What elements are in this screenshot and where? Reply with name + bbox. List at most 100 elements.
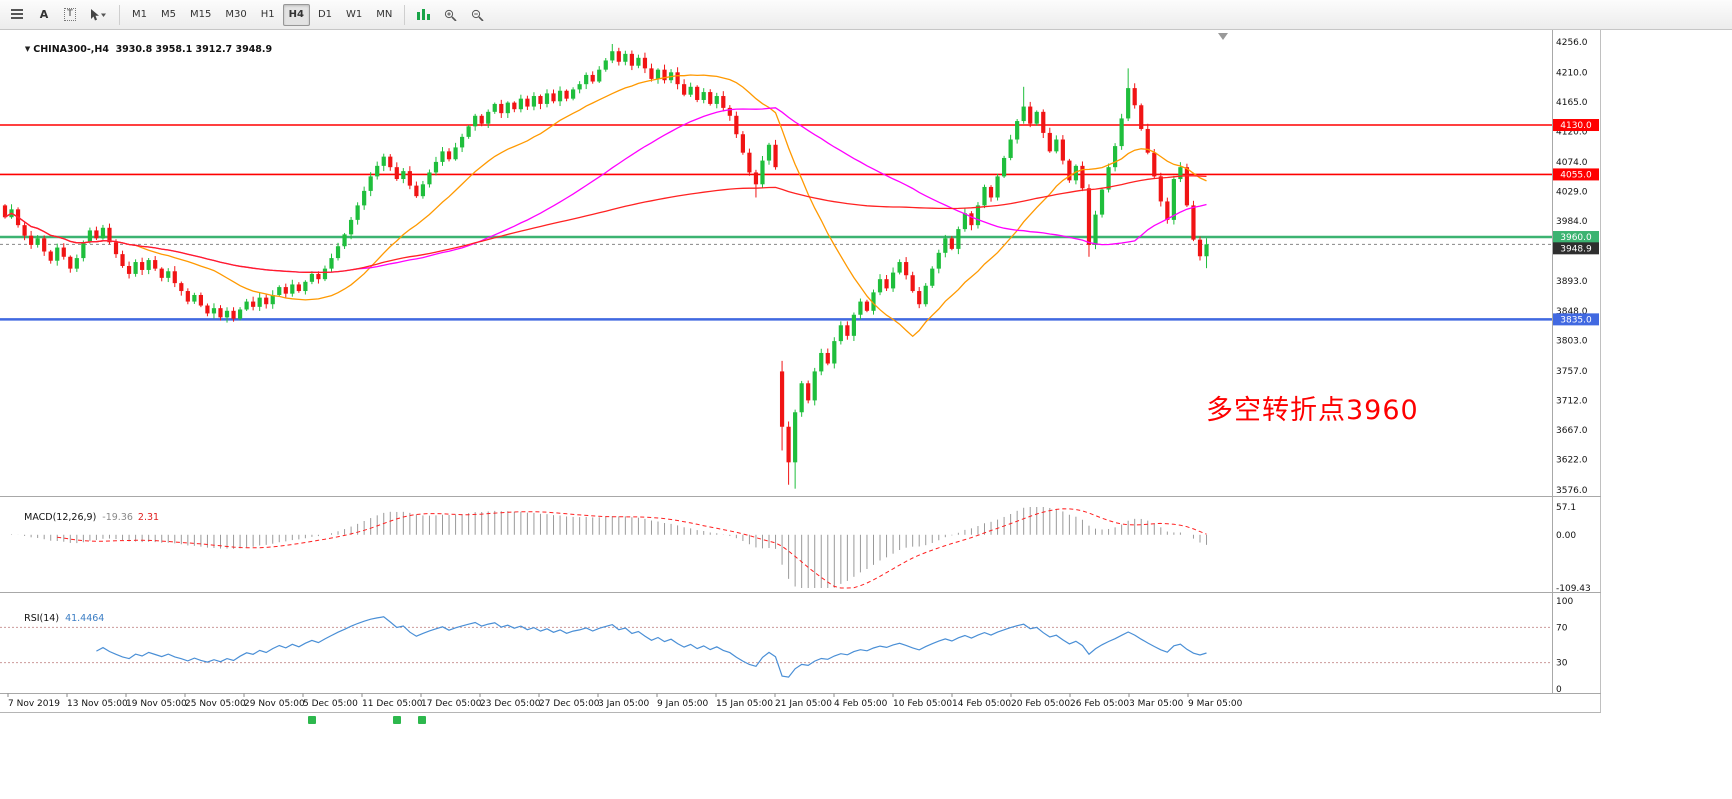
time-axis-label: 4 Feb 05:00	[834, 699, 888, 709]
price-badge[interactable]	[1553, 168, 1599, 181]
rsi-scale-label: 100	[1556, 597, 1573, 607]
candle-body	[910, 275, 915, 292]
candle-body	[655, 69, 661, 79]
time-axis-label: 11 Dec 05:00	[362, 699, 423, 709]
candle-body	[68, 256, 73, 269]
candle-body	[172, 271, 177, 284]
chart-annotation[interactable]: 多空转折点3960	[1206, 395, 1419, 426]
price-badge[interactable]	[1553, 313, 1599, 326]
cursor-tool-icon[interactable]	[84, 4, 113, 26]
candle-body	[55, 247, 60, 261]
borders-layer	[0, 30, 1601, 694]
candle-body	[753, 172, 759, 185]
timeframe-mn-button[interactable]: MN	[376, 9, 393, 20]
candle-body	[329, 258, 334, 269]
candle-body	[87, 230, 92, 243]
chart-title: ▼ CHINA300-,H4 3930.8 3958.1 3912.7 3948.…	[5, 33, 272, 66]
price-scale-label: 3848.0	[1556, 307, 1588, 317]
candle-body	[1047, 132, 1052, 152]
candle-body	[211, 308, 217, 314]
candle-body	[466, 126, 471, 137]
candle-body	[296, 284, 301, 292]
candle-body	[1139, 105, 1144, 129]
price-scale-label: 3984.0	[1556, 217, 1588, 227]
ma-fast-line	[4, 74, 1207, 338]
timeframe-h1-button[interactable]: H1	[260, 9, 275, 20]
candle-body	[623, 53, 628, 62]
macd-scale-label: 0.00	[1556, 531, 1576, 541]
text-annotation-icon[interactable]: A	[39, 8, 49, 21]
candle-body	[113, 242, 119, 255]
chart-canvas[interactable]: 4256.0 4210.0 4165.0 4120.0 4074.0 4029.0 3984…	[0, 30, 1601, 713]
candle-body	[1152, 152, 1157, 177]
candle-body	[1067, 160, 1072, 181]
price-badge-label: 4130.0	[1560, 121, 1592, 131]
timeframe-m1-button[interactable]: M1	[132, 9, 147, 20]
symbol-dropdown-icon[interactable]: ▼	[24, 45, 31, 53]
candle-body	[1054, 139, 1059, 152]
chart-canvas-container[interactable]: 4256.0 4210.0 4165.0 4120.0 4074.0 4029.0 3984…	[0, 30, 1601, 713]
candle-body	[975, 205, 981, 226]
candle-body	[1001, 157, 1007, 177]
candle-body	[1184, 167, 1190, 206]
macd-signal-line	[57, 508, 1207, 589]
candle-body	[603, 60, 608, 70]
price-scale-label: 4256.0	[1556, 38, 1588, 48]
chart-list-icon[interactable]	[5, 4, 30, 26]
candle-body	[864, 301, 870, 311]
candle-body	[988, 186, 994, 198]
rsi-panel: 100 70 30 0	[0, 597, 1573, 695]
candle-body	[1086, 188, 1092, 245]
candle-body	[969, 213, 974, 226]
candle-body	[747, 152, 752, 173]
rsi-name: RSI(14)	[24, 613, 60, 624]
zoom-out-icon[interactable]	[465, 4, 490, 26]
candle-body	[446, 151, 452, 160]
timeframe-m5-button[interactable]: M5	[161, 9, 176, 20]
ma-slow-line	[4, 175, 1207, 274]
time-axis-label: 9 Mar 05:00	[1188, 699, 1243, 709]
candle-body	[322, 268, 328, 280]
candle-body	[1145, 128, 1150, 153]
candle-body	[335, 246, 341, 259]
price-badge-label: 4055.0	[1560, 171, 1592, 181]
candle-body	[231, 310, 236, 319]
candle-body	[140, 262, 145, 270]
timeframe-h4-button[interactable]: H4	[282, 3, 310, 26]
price-badge[interactable]	[1553, 231, 1599, 244]
candle-body	[460, 136, 465, 148]
candle-body	[1178, 167, 1183, 180]
timeframe-m15-button[interactable]: M15	[190, 9, 212, 20]
time-axis-label: 25 Nov 05:00	[185, 699, 246, 709]
time-axis-label: 14 Feb 05:00	[952, 699, 1011, 709]
price-badge[interactable]	[1553, 119, 1599, 132]
text-box-icon[interactable]: T	[58, 4, 82, 26]
timeframe-d1-button[interactable]: D1	[317, 9, 332, 20]
macd-panel: 57.1 0.00 -109.43	[11, 503, 1591, 594]
candle-body	[1126, 88, 1131, 119]
candle-body	[832, 341, 837, 364]
zoom-in-icon[interactable]	[438, 4, 463, 26]
time-axis-label: 17 Dec 05:00	[421, 699, 482, 709]
timeframe-m30-button[interactable]: M30	[225, 9, 247, 20]
candle-body	[100, 227, 106, 239]
time-axis-label: 27 Dec 05:00	[539, 699, 600, 709]
tick-grid-icon[interactable]	[411, 4, 436, 26]
price-badge[interactable]	[1553, 242, 1599, 255]
timeframe-w1-button[interactable]: W1	[346, 9, 363, 20]
candle-body	[368, 176, 373, 191]
candle-body	[1113, 146, 1118, 168]
candles-layer	[2, 43, 1209, 489]
candle-body	[793, 412, 798, 463]
candle-body	[348, 219, 354, 235]
macd-scale-label: -109.43	[1556, 584, 1591, 594]
candle-body	[453, 147, 458, 160]
price-scale-label: 4029.0	[1556, 188, 1588, 198]
status-indicator	[393, 716, 401, 724]
candle-body	[616, 51, 621, 62]
candle-body	[1028, 106, 1033, 124]
candle-body	[740, 134, 745, 153]
candle-body	[858, 301, 863, 315]
price-scale-label: 3667.0	[1556, 426, 1588, 436]
candle-body	[904, 262, 909, 276]
